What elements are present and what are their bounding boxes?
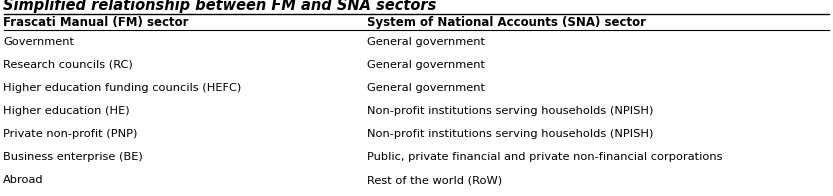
Text: Simplified relationship between FM and SNA sectors: Simplified relationship between FM and S…: [3, 0, 436, 13]
Text: General government: General government: [367, 37, 485, 47]
Text: General government: General government: [367, 83, 485, 93]
Text: Public, private financial and private non-financial corporations: Public, private financial and private no…: [367, 152, 722, 162]
Text: Rest of the world (RoW): Rest of the world (RoW): [367, 175, 501, 185]
Text: Higher education funding councils (HEFC): Higher education funding councils (HEFC): [3, 83, 242, 93]
Text: Business enterprise (BE): Business enterprise (BE): [3, 152, 142, 162]
Text: General government: General government: [367, 60, 485, 70]
Text: Research councils (RC): Research councils (RC): [3, 60, 132, 70]
Text: Non-profit institutions serving households (NPISH): Non-profit institutions serving househol…: [367, 106, 653, 116]
Text: Non-profit institutions serving households (NPISH): Non-profit institutions serving househol…: [367, 129, 653, 139]
Text: System of National Accounts (SNA) sector: System of National Accounts (SNA) sector: [367, 16, 646, 29]
Text: Private non-profit (PNP): Private non-profit (PNP): [3, 129, 137, 139]
Text: Abroad: Abroad: [3, 175, 43, 185]
Text: Government: Government: [3, 37, 74, 47]
Text: Frascati Manual (FM) sector: Frascati Manual (FM) sector: [3, 16, 188, 29]
Text: Higher education (HE): Higher education (HE): [3, 106, 130, 116]
